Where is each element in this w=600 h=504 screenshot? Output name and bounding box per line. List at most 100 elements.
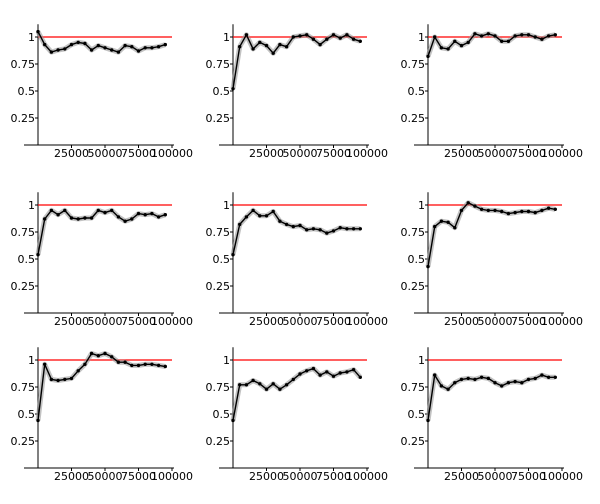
x-tick-label: 25000 [54,147,89,160]
y-tick-label: 0.25 [206,435,231,448]
data-point [150,211,154,216]
data-point [311,366,316,371]
data-point [338,36,342,40]
data-point [466,40,470,45]
data-point [291,35,295,39]
data-point [258,382,262,386]
series-band [230,207,361,256]
data-point [351,227,356,231]
data-point [36,29,40,34]
data-point [143,46,147,50]
data-point [513,210,517,215]
series-line [232,209,361,255]
data-point [110,208,114,213]
x-tick-label: 50000 [478,147,513,160]
data-point [520,381,524,385]
x-tick-label: 75000 [121,147,156,160]
data-point [103,351,107,356]
x-tick-label: 100000 [346,315,388,328]
x-tick-label: 100000 [346,147,388,160]
data-point [473,32,477,36]
x-tick-label: 75000 [121,470,156,483]
data-point [446,47,450,51]
data-point [49,208,54,213]
data-point [305,369,309,373]
series-band [230,32,362,90]
data-point [493,208,497,213]
data-point [506,211,511,216]
data-point [520,33,524,37]
data-point [231,253,235,257]
data-point [258,214,262,218]
y-tick-label: 0.75 [206,226,231,239]
data-point [136,49,141,53]
data-point [298,223,302,228]
data-point [298,372,302,376]
data-point [36,253,40,257]
data-point [69,216,74,220]
data-point [163,42,167,47]
data-point [553,33,557,37]
data-point [150,46,154,50]
data-point [426,264,430,269]
data-point [96,208,101,213]
data-point [130,363,134,368]
y-tick-label: 0.75 [401,381,426,394]
data-point [540,208,544,213]
y-tick-label: 1 [223,31,230,44]
data-point [271,209,275,214]
data-point [110,48,114,52]
x-tick-label: 75000 [511,470,546,483]
y-tick-label: 0.25 [11,435,36,448]
data-point [486,376,490,381]
y-tick-label: 1 [418,199,425,212]
y-tick-label: 0.25 [401,112,426,125]
data-point [49,377,54,382]
data-point [546,375,551,379]
x-tick-label: 75000 [511,315,546,328]
data-point [163,364,167,369]
data-point [69,42,74,47]
data-point [459,377,464,382]
data-point [433,35,437,39]
data-point [345,370,349,374]
x-tick-label: 75000 [121,315,156,328]
data-point [110,355,114,359]
data-point [103,210,107,215]
data-point [540,37,544,41]
data-point [291,377,295,382]
data-point [89,351,94,356]
data-point [553,375,557,379]
data-point [520,209,524,214]
y-tick-label: 0.75 [206,58,231,71]
data-point [533,210,537,215]
data-point [251,208,255,213]
data-point [345,33,349,37]
data-point [89,48,94,52]
y-tick-label: 1 [223,199,230,212]
data-point [63,208,67,213]
data-point [331,229,336,233]
data-point [238,222,242,227]
data-point [103,46,107,50]
x-tick-label: 100000 [346,470,388,483]
x-tick-label: 25000 [249,315,284,328]
data-point [479,34,484,38]
data-point [278,387,282,391]
y-tick-label: 0.75 [11,381,36,394]
y-tick-label: 0.5 [408,408,426,421]
data-point [264,214,269,218]
data-point [123,219,127,223]
x-tick-label: 100000 [541,315,583,328]
data-point [43,217,47,221]
data-point [231,87,235,91]
x-tick-label: 25000 [54,470,89,483]
data-point [83,41,87,46]
data-point [526,209,531,214]
y-tick-label: 0.75 [401,226,426,239]
data-point [83,362,87,366]
